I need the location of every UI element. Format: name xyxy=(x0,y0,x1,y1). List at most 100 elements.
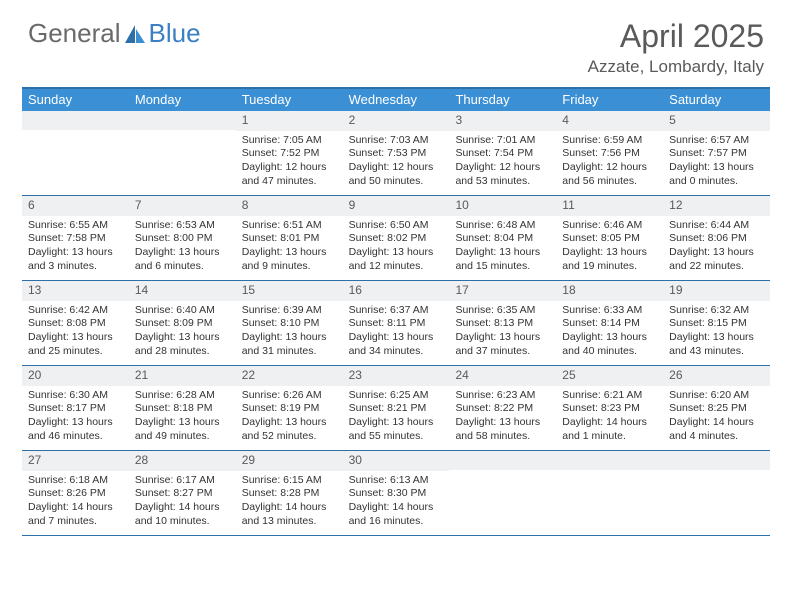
daylight-text: Daylight: 13 hours and 55 minutes. xyxy=(349,416,444,443)
daylight-text: Daylight: 13 hours and 19 minutes. xyxy=(562,246,657,273)
sunset-text: Sunset: 8:28 PM xyxy=(242,487,337,501)
sunrise-text: Sunrise: 7:05 AM xyxy=(242,134,337,148)
day-cell: 11 Sunrise: 6:46 AMSunset: 8:05 PMDayligh… xyxy=(556,196,663,280)
sunrise-text: Sunrise: 6:48 AM xyxy=(455,219,550,233)
day-number xyxy=(449,451,556,470)
day-number xyxy=(22,111,129,130)
sunrise-text: Sunrise: 6:18 AM xyxy=(28,474,123,488)
day-cell: 9Sunrise: 6:50 AMSunset: 8:02 PMDaylight… xyxy=(343,196,450,280)
day-number: 21 xyxy=(129,366,236,386)
sunset-text: Sunset: 8:26 PM xyxy=(28,487,123,501)
sunset-text: Sunset: 8:17 PM xyxy=(28,402,123,416)
week-row: 27 Sunrise: 6:18 AMSunset: 8:26 PM Dayligh… xyxy=(22,451,770,536)
sunrise-text: Sunrise: 6:44 AM xyxy=(669,219,764,233)
day-number: 30 xyxy=(343,451,450,471)
day-number: 18 xyxy=(556,281,663,301)
month-title: April 2025 xyxy=(588,18,764,55)
day-number: 14 xyxy=(129,281,236,301)
brand-part1: General xyxy=(28,18,121,49)
sunrise-text: Sunrise: 6:55 AM xyxy=(28,219,123,233)
day-cell: 2Sunrise: 7:03 AMSunset: 7:53 PMDaylight… xyxy=(343,111,450,195)
day-number: 5 xyxy=(663,111,770,131)
weekday-header: Wednesday xyxy=(343,89,450,111)
sunset-text: Sunset: 8:04 PM xyxy=(455,232,550,246)
day-number: 8 xyxy=(236,196,343,216)
day-number: 23 xyxy=(343,366,450,386)
day-cell: 16Sunrise: 6:37 AMSunset: 8:11 PMDayligh… xyxy=(343,281,450,365)
sunrise-text: Sunrise: 6:17 AM xyxy=(135,474,230,488)
day-number: 12 xyxy=(663,196,770,216)
daylight-text: Daylight: 13 hours and 40 minutes. xyxy=(562,331,657,358)
title-block: April 2025 Azzate, Lombardy, Italy xyxy=(588,18,764,77)
daylight-text: Daylight: 14 hours and 13 minutes. xyxy=(242,501,337,528)
sunrise-text: Sunrise: 6:15 AM xyxy=(242,474,337,488)
weeks-container: 1Sunrise: 7:05 AMSunset: 7:52 PMDaylight… xyxy=(22,111,770,536)
daylight-text: Daylight: 13 hours and 12 minutes. xyxy=(349,246,444,273)
day-cell: 12Sunrise: 6:44 AMSunset: 8:06 PMDayligh… xyxy=(663,196,770,280)
day-cell: 5Sunrise: 6:57 AMSunset: 7:57 PMDaylight… xyxy=(663,111,770,195)
day-number: 2 xyxy=(343,111,450,131)
sunset-text: Sunset: 8:10 PM xyxy=(242,317,337,331)
daylight-text: Daylight: 13 hours and 43 minutes. xyxy=(669,331,764,358)
sunset-text: Sunset: 7:57 PM xyxy=(669,147,764,161)
weekday-header: Monday xyxy=(129,89,236,111)
day-number: 16 xyxy=(343,281,450,301)
weekday-header: Saturday xyxy=(663,89,770,111)
day-body: Sunrise: 6:26 AMSunset: 8:19 PMDaylight:… xyxy=(236,386,343,448)
daylight-text: Daylight: 14 hours and 16 minutes. xyxy=(349,501,444,528)
day-body: Sunrise: 6:57 AMSunset: 7:57 PMDaylight:… xyxy=(663,131,770,193)
day-cell: 7Sunrise: 6:53 AMSunset: 8:00 PMDaylight… xyxy=(129,196,236,280)
sunrise-text: Sunrise: 6:28 AM xyxy=(135,389,230,403)
header: General Blue April 2025 Azzate, Lombardy… xyxy=(0,0,792,87)
daylight-text: Daylight: 14 hours and 10 minutes. xyxy=(135,501,230,528)
day-cell: 4Sunrise: 6:59 AMSunset: 7:56 PMDaylight… xyxy=(556,111,663,195)
day-number: 19 xyxy=(663,281,770,301)
sunset-text: Sunset: 8:19 PM xyxy=(242,402,337,416)
weekday-header: Sunday xyxy=(22,89,129,111)
daylight-text: Daylight: 14 hours and 4 minutes. xyxy=(669,416,764,443)
day-cell: 14Sunrise: 6:40 AMSunset: 8:09 PMDayligh… xyxy=(129,281,236,365)
daylight-text: Daylight: 13 hours and 15 minutes. xyxy=(455,246,550,273)
sunset-text: Sunset: 7:56 PM xyxy=(562,147,657,161)
day-cell: 20Sunrise: 6:30 AMSunset: 8:17 PMDayligh… xyxy=(22,366,129,450)
sunset-text: Sunset: 8:05 PM xyxy=(562,232,657,246)
day-cell: 8Sunrise: 6:51 AMSunset: 8:01 PMDaylight… xyxy=(236,196,343,280)
day-number xyxy=(129,111,236,130)
weekday-header: Tuesday xyxy=(236,89,343,111)
day-number: 11 xyxy=(556,196,663,216)
day-body: Sunrise: 6:20 AMSunset: 8:25 PMDaylight:… xyxy=(663,386,770,448)
daylight-text: Daylight: 12 hours and 53 minutes. xyxy=(455,161,550,188)
sunrise-text: Sunrise: 6:42 AM xyxy=(28,304,123,318)
sunrise-text: Sunrise: 7:01 AM xyxy=(455,134,550,148)
sunset-text: Sunset: 8:18 PM xyxy=(135,402,230,416)
day-number: 4 xyxy=(556,111,663,131)
day-body: Sunrise: 7:05 AMSunset: 7:52 PMDaylight:… xyxy=(236,131,343,193)
day-body: Sunrise: 6:37 AMSunset: 8:11 PMDaylight:… xyxy=(343,301,450,363)
day-number: 13 xyxy=(22,281,129,301)
sunrise-text: Sunrise: 6:46 AM xyxy=(562,219,657,233)
sunset-text: Sunset: 7:52 PM xyxy=(242,147,337,161)
day-cell: 22Sunrise: 6:26 AMSunset: 8:19 PMDayligh… xyxy=(236,366,343,450)
sunrise-text: Sunrise: 6:25 AM xyxy=(349,389,444,403)
day-body: Sunrise: 6:48 AMSunset: 8:04 PMDaylight:… xyxy=(449,216,556,278)
day-body: Sunrise: 6:51 AMSunset: 8:01 PMDaylight:… xyxy=(236,216,343,278)
day-cell: 18Sunrise: 6:33 AMSunset: 8:14 PMDayligh… xyxy=(556,281,663,365)
daylight-text: Daylight: 12 hours and 56 minutes. xyxy=(562,161,657,188)
day-number: 20 xyxy=(22,366,129,386)
daylight-text: Daylight: 13 hours and 28 minutes. xyxy=(135,331,230,358)
sunrise-text: Sunrise: 6:37 AM xyxy=(349,304,444,318)
day-cell: 28Sunrise: 6:17 AMSunset: 8:27 PMDayligh… xyxy=(129,451,236,535)
day-cell: 10Sunrise: 6:48 AMSunset: 8:04 PMDayligh… xyxy=(449,196,556,280)
day-body: Sunrise: 6:44 AMSunset: 8:06 PMDaylight:… xyxy=(663,216,770,278)
day-body: Sunrise: 7:01 AMSunset: 7:54 PMDaylight:… xyxy=(449,131,556,193)
day-cell xyxy=(129,111,236,195)
sunrise-text: Sunrise: 6:51 AM xyxy=(242,219,337,233)
sunset-text: Sunset: 8:01 PM xyxy=(242,232,337,246)
sunrise-text: Sunrise: 6:21 AM xyxy=(562,389,657,403)
weekday-header: Thursday xyxy=(449,89,556,111)
weekday-header-row: SundayMondayTuesdayWednesdayThursdayFrid… xyxy=(22,89,770,111)
sunrise-text: Sunrise: 6:35 AM xyxy=(455,304,550,318)
day-number: 27 xyxy=(22,451,129,471)
sunset-text: Sunset: 7:53 PM xyxy=(349,147,444,161)
sunrise-text: Sunrise: 6:32 AM xyxy=(669,304,764,318)
